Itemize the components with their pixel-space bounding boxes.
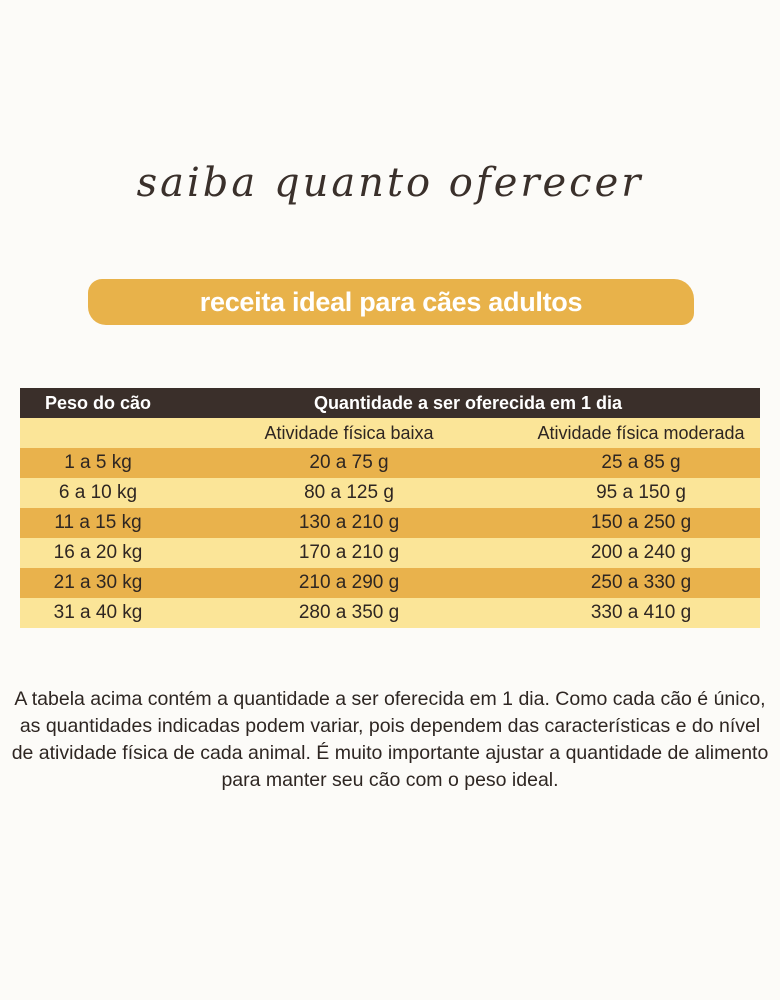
subheader-empty — [20, 418, 176, 448]
banner: receita ideal para cães adultos — [88, 279, 694, 325]
cell-moderate: 150 a 250 g — [522, 508, 760, 538]
cell-weight: 1 a 5 kg — [20, 448, 176, 478]
cell-moderate: 250 a 330 g — [522, 568, 760, 598]
note-text: A tabela acima contém a quantidade a ser… — [11, 688, 769, 791]
table-row: 1 a 5 kg 20 a 75 g 25 a 85 g — [20, 448, 760, 478]
banner-title: receita ideal para cães adultos — [199, 286, 583, 317]
table-row: 16 a 20 kg 170 a 210 g 200 a 240 g — [20, 538, 760, 568]
cell-moderate: 330 a 410 g — [522, 598, 760, 628]
cell-weight: 31 a 40 kg — [20, 598, 176, 628]
feeding-table: Peso do cão Quantidade a ser oferecida e… — [20, 388, 760, 628]
cell-moderate: 25 a 85 g — [522, 448, 760, 478]
cell-weight: 16 a 20 kg — [20, 538, 176, 568]
table-subheader-row: Atividade física baixa Atividade física … — [20, 418, 760, 448]
heading: saiba quanto oferecer — [136, 160, 644, 206]
table-row: 21 a 30 kg 210 a 290 g 250 a 330 g — [20, 568, 760, 598]
subheader-low: Atividade física baixa — [176, 418, 522, 448]
cell-low: 210 a 290 g — [176, 568, 522, 598]
cell-moderate: 200 a 240 g — [522, 538, 760, 568]
cell-low: 280 a 350 g — [176, 598, 522, 628]
table-header-row: Peso do cão Quantidade a ser oferecida e… — [20, 388, 760, 418]
cell-weight: 11 a 15 kg — [20, 508, 176, 538]
subheader-moderate: Atividade física moderada — [522, 418, 760, 448]
cell-low: 80 a 125 g — [176, 478, 522, 508]
cell-low: 130 a 210 g — [176, 508, 522, 538]
cell-weight: 21 a 30 kg — [20, 568, 176, 598]
table-row: 31 a 40 kg 280 a 350 g 330 a 410 g — [20, 598, 760, 628]
table-row: 6 a 10 kg 80 a 125 g 95 a 150 g — [20, 478, 760, 508]
table-row: 11 a 15 kg 130 a 210 g 150 a 250 g — [20, 508, 760, 538]
cell-moderate: 95 a 150 g — [522, 478, 760, 508]
header-quantity: Quantidade a ser oferecida em 1 dia — [176, 388, 760, 418]
cell-low: 20 a 75 g — [176, 448, 522, 478]
cell-weight: 6 a 10 kg — [20, 478, 176, 508]
header-weight: Peso do cão — [20, 388, 176, 418]
cell-low: 170 a 210 g — [176, 538, 522, 568]
